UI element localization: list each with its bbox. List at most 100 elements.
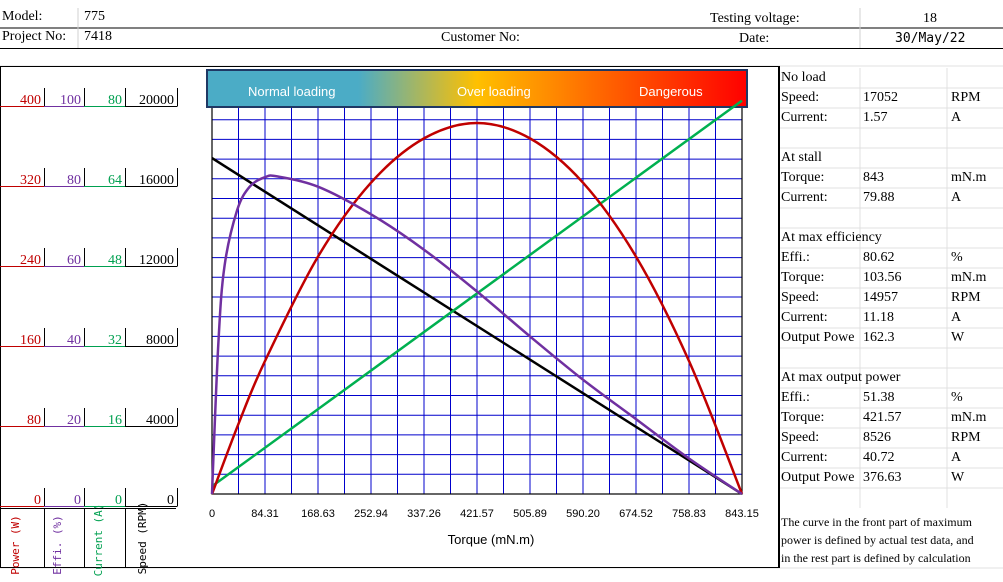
x-tick-label: 843.15 xyxy=(725,508,759,520)
current-axis-label: Current (A) xyxy=(92,504,105,577)
max-power-power-row: Output Powe 376.63 W xyxy=(781,468,1003,488)
y-tick-label: 160 xyxy=(20,333,41,348)
row-unit: % xyxy=(951,250,963,265)
x-tick-label: 674.52 xyxy=(619,508,653,520)
x-tick-label: 505.89 xyxy=(513,508,547,520)
y-tick-label: 100 xyxy=(60,93,81,108)
loading-bar xyxy=(206,69,748,108)
loading-danger: Dangerous xyxy=(639,84,703,99)
max-power-effi-row: Effi.: 51.38 % xyxy=(781,388,1003,408)
voltage-label: Testing voltage: xyxy=(710,11,800,26)
max-eff-title: At max efficiency xyxy=(781,230,882,245)
x-tick-label: 590.20 xyxy=(566,508,600,520)
plot-grid xyxy=(212,100,742,494)
y-tick-label: 0 xyxy=(115,493,122,508)
efficiency-curve xyxy=(210,174,743,496)
row-label: Speed: xyxy=(781,290,820,305)
row-unit: RPM xyxy=(951,430,981,445)
y-tick-label: 64 xyxy=(108,173,122,188)
no-load-current-row: Current: 1.57 A xyxy=(781,108,1003,128)
x-tick-label: 252.94 xyxy=(354,508,388,520)
row-label: Output Powe xyxy=(781,470,855,485)
y-tick-label: 80 xyxy=(108,93,122,108)
model-label: Model: xyxy=(2,9,43,24)
y-tick-label: 16000 xyxy=(139,173,174,188)
current-curve xyxy=(211,99,743,488)
row-value: 51.38 xyxy=(863,390,895,405)
max-eff-power-row: Output Powe 162.3 W xyxy=(781,328,1003,348)
speed-axis-label: Speed (RPM) xyxy=(136,502,149,575)
power-curve xyxy=(210,121,744,495)
y-tick-label: 0 xyxy=(34,493,41,508)
max-power-torque-row: Torque: 421.57 mN.m xyxy=(781,408,1003,428)
row-value: 162.3 xyxy=(863,330,895,345)
y-tick-label: 20000 xyxy=(139,93,174,108)
stall-torque-row: Torque: 843 mN.m xyxy=(781,168,1003,188)
effi-axis-label: Effi. (%) xyxy=(51,515,64,575)
no-load-speed-row: Speed: 17052 RPM xyxy=(781,88,1003,108)
row-value: 79.88 xyxy=(863,190,895,205)
row-value: 103.56 xyxy=(863,270,902,285)
y-tick-label: 4000 xyxy=(146,413,174,428)
header: Model: 775 Project No: 7418 Customer No:… xyxy=(0,0,1003,50)
row-label: Effi.: xyxy=(781,390,810,405)
model-value: 775 xyxy=(84,9,105,24)
row-unit: A xyxy=(951,450,962,465)
row-unit: mN.m xyxy=(951,270,987,285)
max-eff-torque-row: Torque: 103.56 mN.m xyxy=(781,268,1003,288)
row-value: 14957 xyxy=(863,290,898,305)
row-value: 421.57 xyxy=(863,410,902,425)
row-unit: RPM xyxy=(951,290,981,305)
footnote-line: in the rest part is defined by calculati… xyxy=(781,551,971,565)
row-value: 8526 xyxy=(863,430,891,445)
y-tick-label: 400 xyxy=(20,93,41,108)
max-eff-current-row: Current: 11.18 A xyxy=(781,308,1003,328)
row-label: Current: xyxy=(781,310,828,325)
y-tick-label: 16 xyxy=(108,413,122,428)
y-tick-label: 12000 xyxy=(139,253,174,268)
y-tick-label: 240 xyxy=(20,253,41,268)
max-power-speed-row: Speed: 8526 RPM xyxy=(781,428,1003,448)
row-label: Torque: xyxy=(781,170,825,185)
row-label: Effi.: xyxy=(781,250,810,265)
row-unit: W xyxy=(951,330,965,345)
row-value: 40.72 xyxy=(863,450,895,465)
footnote: The curve in the front part of maximum p… xyxy=(781,513,1001,567)
row-unit: mN.m xyxy=(951,410,987,425)
y-tick-label: 320 xyxy=(20,173,41,188)
y-tick-label: 48 xyxy=(108,253,122,268)
footnote-line: power is defined by actual test data, an… xyxy=(781,533,974,547)
y-tick-label: 40 xyxy=(67,333,81,348)
row-value: 80.62 xyxy=(863,250,895,265)
row-unit: W xyxy=(951,470,965,485)
row-unit: % xyxy=(951,390,963,405)
max-eff-speed-row: Speed: 14957 RPM xyxy=(781,288,1003,308)
max-power-current-row: Current: 40.72 A xyxy=(781,448,1003,468)
customer-label: Customer No: xyxy=(441,30,520,45)
row-label: Torque: xyxy=(781,410,825,425)
row-value: 11.18 xyxy=(863,310,894,325)
speed-curve xyxy=(211,157,743,496)
row-value: 843 xyxy=(863,170,884,185)
x-tick-label: 0 xyxy=(209,508,215,520)
y-tick-label: 0 xyxy=(74,493,81,508)
row-unit: A xyxy=(951,110,962,125)
row-unit: RPM xyxy=(951,90,981,105)
y-tick-label: 8000 xyxy=(146,333,174,348)
row-unit: A xyxy=(951,310,962,325)
project-value: 7418 xyxy=(84,29,112,44)
row-value: 17052 xyxy=(863,90,898,105)
date-value: 30/May/22 xyxy=(895,31,966,46)
x-tick-label: 337.26 xyxy=(407,508,441,520)
loading-over: Over loading xyxy=(457,84,531,99)
row-label: Current: xyxy=(781,110,828,125)
stall-current-row: Current: 79.88 A xyxy=(781,188,1003,208)
row-value: 1.57 xyxy=(863,110,888,125)
x-tick-label: 758.83 xyxy=(672,508,706,520)
row-label: Speed: xyxy=(781,90,820,105)
project-label: Project No: xyxy=(2,29,67,44)
row-label: Output Powe xyxy=(781,330,855,345)
stall-title: At stall xyxy=(781,150,822,165)
y-tick-label: 80 xyxy=(67,173,81,188)
